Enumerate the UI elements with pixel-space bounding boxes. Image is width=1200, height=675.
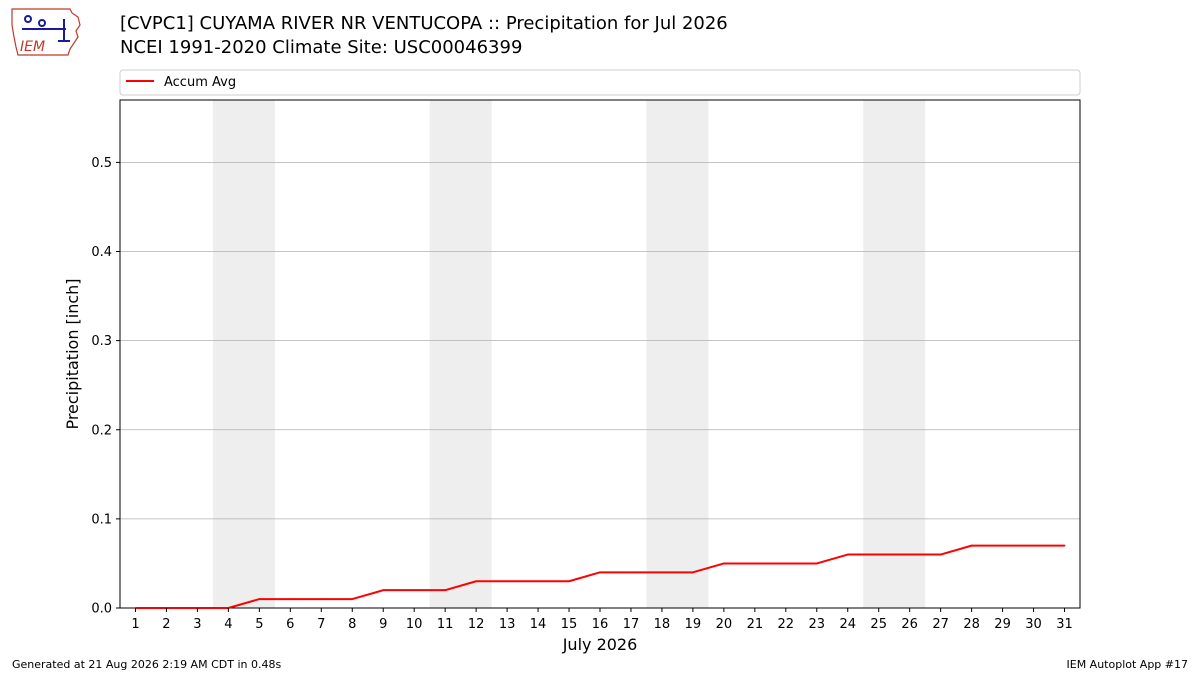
series-line-accum-avg (135, 544, 1065, 609)
x-tick-label: 8 (348, 617, 356, 632)
legend-box (119, 69, 1081, 96)
legend-label: Accum Avg (164, 75, 236, 90)
weekend-band (212, 100, 275, 608)
weather-station-icon (22, 15, 70, 42)
x-tick-label: 22 (778, 617, 795, 632)
data-point (908, 553, 911, 556)
data-point (939, 553, 942, 556)
data-point (753, 562, 756, 565)
data-point (815, 562, 818, 565)
x-tick-label: 7 (317, 617, 325, 632)
data-point (444, 589, 447, 592)
x-tick-label: 10 (406, 617, 423, 632)
y-tick-label: 0.3 (91, 334, 112, 349)
x-tick-label: 3 (193, 617, 201, 632)
data-point (568, 580, 570, 583)
data-point (661, 571, 663, 574)
x-tick-label: 11 (437, 617, 454, 632)
x-tick-label: 4 (224, 617, 232, 632)
x-tick-label: 26 (901, 617, 918, 632)
app-label: IEM Autoplot App #17 (1066, 658, 1189, 671)
x-tick-label: 31 (1056, 617, 1073, 632)
x-tick-label: 18 (654, 617, 671, 632)
x-tick-label: 23 (809, 617, 826, 632)
x-axis-label: July 2026 (562, 635, 638, 654)
chart-title: [CVPC1] CUYAMA RIVER NR VENTUCOPA :: Pre… (120, 13, 728, 34)
data-point (289, 598, 292, 600)
x-tick-label: 27 (932, 617, 949, 632)
y-axis-label: Precipitation [inch] (63, 278, 82, 429)
data-point (599, 571, 601, 574)
x-tick-label: 16 (592, 617, 609, 632)
data-point (134, 607, 137, 609)
x-tick-label: 6 (286, 617, 294, 632)
x-tick-label: 9 (379, 617, 387, 632)
iem-logo: IEM (11, 8, 81, 56)
y-tick-label: 0.2 (91, 423, 112, 438)
weekend-band (429, 100, 492, 608)
data-point (877, 553, 880, 556)
y-tick-label: 0.1 (91, 512, 112, 527)
x-tick-label: 5 (255, 617, 263, 632)
logo-text: IEM (20, 39, 45, 55)
data-point (1032, 544, 1035, 547)
data-point (630, 571, 632, 574)
weekend-band (863, 100, 926, 608)
x-tick-label: 20 (716, 617, 733, 632)
y-tick-label: 0.0 (91, 602, 112, 617)
data-point (382, 589, 385, 592)
data-point (506, 580, 508, 583)
x-tick-label: 14 (530, 617, 547, 632)
plot-frame (119, 99, 1081, 609)
weekend-band (646, 100, 709, 608)
data-point (537, 580, 539, 583)
data-point (1063, 544, 1066, 547)
data-point (846, 553, 849, 556)
x-tick-label: 17 (623, 617, 640, 632)
data-point (196, 607, 199, 609)
data-point (258, 598, 261, 600)
data-point (784, 562, 787, 565)
legend: Accum Avg (119, 69, 1081, 96)
y-tick-label: 0.4 (91, 245, 112, 260)
data-point (722, 562, 725, 565)
y-tick-label: 0.5 (91, 156, 112, 171)
data-point (1001, 544, 1004, 547)
data-point (227, 607, 230, 609)
chart-subtitle: NCEI 1991-2020 Climate Site: USC00046399 (120, 37, 523, 58)
x-tick-label: 28 (963, 617, 980, 632)
data-point (475, 580, 478, 583)
x-tick-label: 15 (561, 617, 578, 632)
data-point (413, 589, 416, 592)
data-point (970, 544, 973, 547)
x-tick-label: 1 (131, 617, 139, 632)
x-tick-label: 13 (499, 617, 516, 632)
data-point (351, 598, 354, 600)
iowa-outline (11, 8, 81, 56)
x-tick-label: 25 (870, 617, 887, 632)
data-point (165, 607, 168, 609)
data-point (320, 598, 323, 600)
x-tick-label: 29 (994, 617, 1011, 632)
x-tick-label: 24 (839, 617, 856, 632)
data-point (692, 571, 694, 574)
x-tick-label: 30 (1025, 617, 1042, 632)
x-tick-label: 19 (685, 617, 702, 632)
generated-timestamp: Generated at 21 Aug 2026 2:19 AM CDT in … (12, 658, 282, 671)
x-tick-label: 12 (468, 617, 485, 632)
x-tick-label: 21 (747, 617, 764, 632)
x-tick-label: 2 (162, 617, 170, 632)
